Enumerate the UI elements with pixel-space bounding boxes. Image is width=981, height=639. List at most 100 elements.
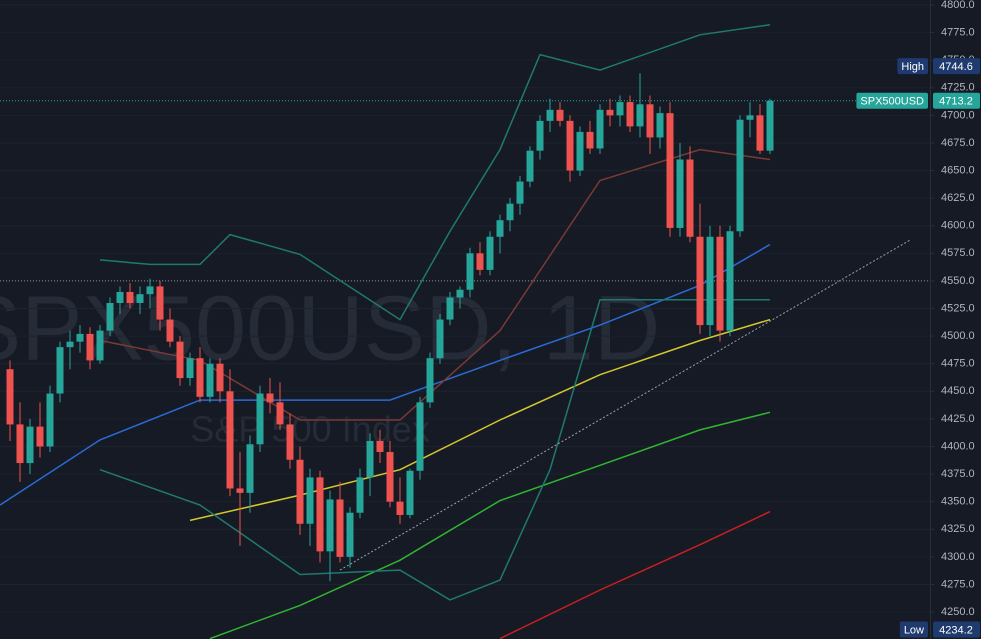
candle-body	[716, 236, 724, 331]
candle-body	[386, 452, 394, 502]
candle-body	[706, 236, 714, 326]
candle-body	[586, 131, 594, 149]
y-tick-label: 4400.0	[941, 440, 975, 452]
candle-body	[556, 109, 564, 121]
candle-body	[366, 440, 374, 478]
candle-body	[136, 294, 144, 303]
y-tick-label: 4250.0	[941, 606, 975, 618]
candle-body	[476, 253, 484, 270]
candle-body	[406, 470, 414, 515]
candle-body	[616, 102, 624, 116]
indicator-line	[499, 510, 771, 639]
y-tick-label: 4700.0	[941, 109, 975, 121]
candle-body	[326, 499, 334, 552]
candle-body	[36, 426, 44, 447]
candle-body	[426, 358, 434, 403]
candle-body	[156, 286, 164, 320]
y-tick-label: 4650.0	[941, 164, 975, 176]
candle-body	[186, 358, 194, 379]
y-tick-label: 4600.0	[941, 220, 975, 232]
candle-body	[756, 115, 764, 151]
price-tag-box	[933, 58, 980, 75]
candle-body	[626, 102, 634, 127]
y-tick-label: 4675.0	[941, 137, 975, 149]
candle-body	[766, 100, 774, 151]
candle-body	[666, 113, 674, 228]
price-tag-value: 4744.6	[939, 61, 973, 73]
price-tag-box	[933, 621, 980, 638]
candle-body	[486, 236, 494, 270]
candle-body	[436, 319, 444, 359]
candle-body	[466, 253, 474, 290]
candle-body	[46, 393, 54, 447]
candle-body	[196, 358, 204, 397]
y-tick-label: 4625.0	[941, 192, 975, 204]
candle-body	[116, 291, 124, 303]
candle-body	[176, 341, 184, 379]
candle-body	[736, 119, 744, 232]
indicator-line	[209, 411, 771, 639]
y-tick-label: 4300.0	[941, 551, 975, 563]
candle-body	[56, 347, 64, 394]
candle-body	[66, 341, 74, 348]
candle-body	[526, 150, 534, 182]
y-tick-label: 4275.0	[941, 578, 975, 590]
indicator-line	[339, 239, 911, 571]
y-tick-label: 4425.0	[941, 413, 975, 425]
candle-body	[266, 393, 274, 403]
candle-body	[576, 131, 584, 171]
y-tick-label: 4500.0	[941, 330, 975, 342]
price-tag-label: Low	[904, 624, 924, 636]
candle-body	[86, 333, 94, 361]
candle-body	[286, 424, 294, 460]
candle-body	[416, 402, 424, 471]
candle-body	[746, 115, 754, 120]
candle-body	[306, 477, 314, 524]
indicator-line	[0, 243, 771, 506]
y-tick-label: 4475.0	[941, 358, 975, 370]
price-tag-label-box	[899, 621, 928, 638]
candle-body	[536, 120, 544, 151]
price-tag-label-box	[856, 92, 928, 109]
candle-body	[16, 424, 24, 464]
candle-body	[606, 109, 614, 116]
y-tick-label: 4375.0	[941, 468, 975, 480]
candle-body	[676, 159, 684, 228]
candle-body	[166, 319, 174, 342]
candle-body	[496, 220, 504, 237]
y-tick-label: 4725.0	[941, 82, 975, 94]
candle-body	[336, 499, 344, 557]
candle-body	[96, 330, 104, 361]
y-tick-label: 4550.0	[941, 275, 975, 287]
candle-body	[256, 393, 264, 445]
indicator-line	[99, 24, 771, 321]
candle-body	[106, 302, 114, 331]
y-tick-label: 4800.0	[941, 0, 975, 11]
candle-body	[396, 501, 404, 515]
candle-body	[726, 231, 734, 331]
candle-body	[26, 426, 34, 464]
y-tick-label: 4525.0	[941, 302, 975, 314]
candle-body	[316, 477, 324, 552]
price-tag-value: 4713.2	[939, 96, 973, 108]
y-tick-label: 4775.0	[941, 26, 975, 38]
candle-body	[206, 363, 214, 397]
price-tag-label: SPX500USD	[860, 96, 924, 108]
watermark-subtitle: S&P 500 Index	[190, 409, 430, 450]
y-tick-label: 4575.0	[941, 247, 975, 259]
candle-body	[76, 333, 84, 342]
candle-body	[376, 440, 384, 453]
candle-body	[686, 159, 694, 237]
candle-body	[346, 512, 354, 557]
candle-body	[226, 391, 234, 489]
candle-body	[236, 488, 244, 493]
candle-body	[276, 402, 284, 425]
candle-body	[6, 369, 14, 425]
candle-body	[146, 286, 154, 295]
candle-body	[296, 459, 304, 524]
price-axis: 4800.04775.04750.04725.04700.04675.04650…	[856, 0, 980, 638]
candle-body	[546, 109, 554, 121]
price-tag-label-box	[897, 58, 928, 75]
candle-body	[356, 477, 364, 513]
